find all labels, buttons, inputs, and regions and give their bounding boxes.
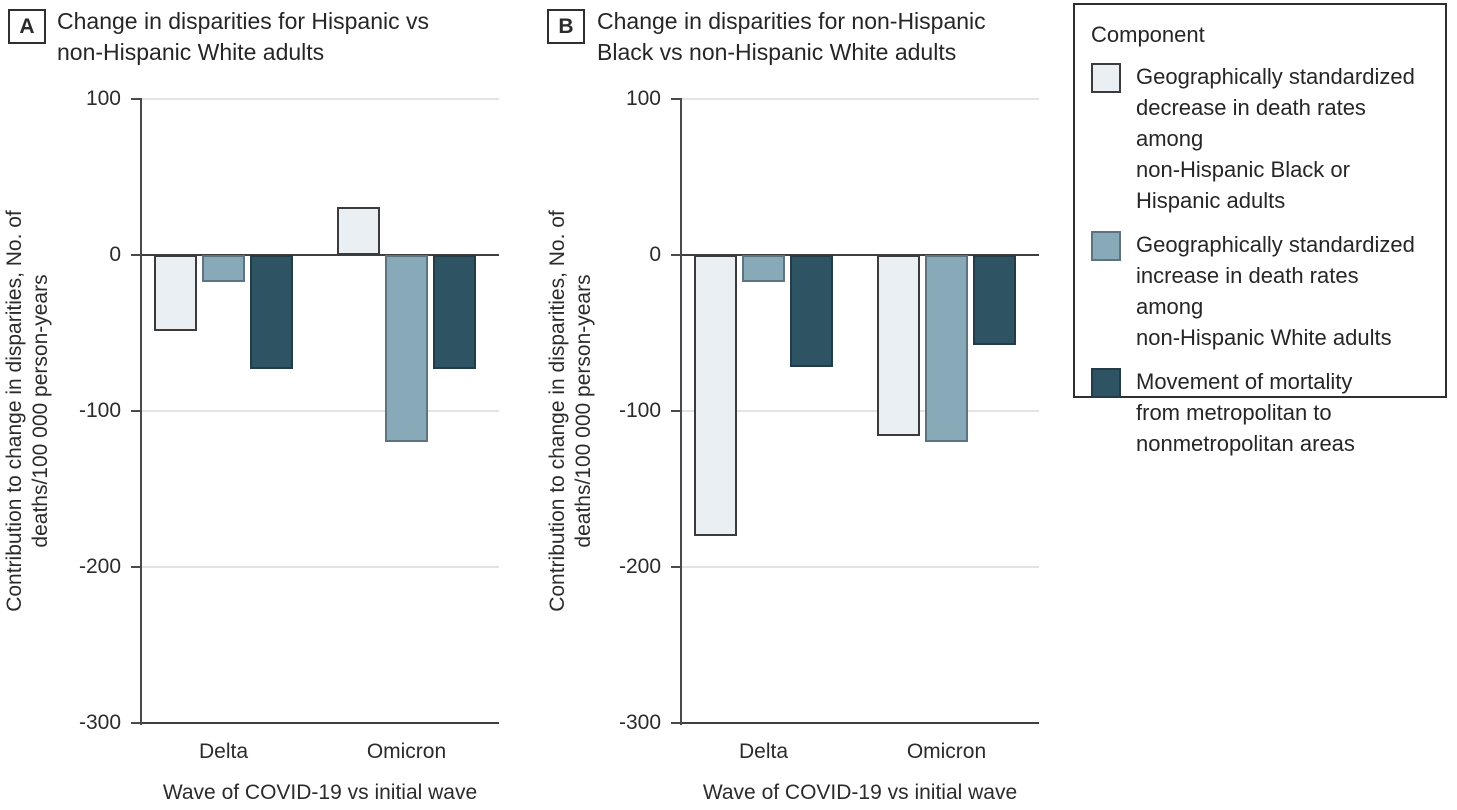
panel-b-gridline--200 — [682, 566, 1039, 568]
panel-b-gridline-100 — [682, 98, 1039, 100]
panel-b-category-label-delta: Delta — [738, 740, 789, 763]
panel-a-gridline-100 — [142, 98, 499, 100]
bar-a-delta-dark — [250, 255, 293, 369]
panel-b-title: Change in disparities for non-Hispanic B… — [597, 6, 986, 68]
bar-b-delta-medium — [742, 255, 785, 282]
panel-b-title-line1: Change in disparities for non-Hispanic — [597, 8, 986, 34]
legend-line: increase in death rates among — [1136, 263, 1359, 319]
legend-swatch-dark — [1091, 368, 1121, 398]
panel-b-y-axis-title-line2: deaths/100 000 person-years — [572, 274, 595, 548]
bar-b-omicron-medium — [925, 255, 968, 443]
bar-a-omicron-light — [337, 206, 380, 255]
legend-line: decrease in death rates among — [1136, 95, 1366, 151]
legend-line: from metropolitan to — [1136, 400, 1332, 425]
panel-b-x-axis-title: Wave of COVID-19 vs initial wave — [702, 781, 1018, 804]
panel-a-y-tick-100 — [131, 98, 142, 100]
legend-line: Movement of mortality — [1136, 369, 1353, 394]
bar-b-omicron-dark — [973, 255, 1016, 346]
panel-a-y-axis-title-line2: deaths/100 000 person-years — [29, 274, 52, 548]
bar-b-delta-dark — [790, 255, 833, 368]
panel-a-y-tick-label--200: -200 — [78, 555, 121, 578]
panel-b-category-label-omicron: Omicron — [906, 740, 987, 763]
legend-item-decrease-label: Geographically standardized decrease in … — [1136, 61, 1431, 216]
panel-a-zero-line — [142, 254, 499, 256]
bar-a-omicron-dark — [433, 255, 476, 369]
bar-b-delta-light — [694, 255, 737, 536]
panel-b-y-tick--100 — [671, 410, 682, 412]
bar-a-delta-medium — [202, 255, 245, 282]
panel-a-x-axis-title: Wave of COVID-19 vs initial wave — [162, 781, 478, 804]
panel-a-y-tick-label--100: -100 — [78, 399, 121, 422]
panel-a-y-tick-label-0: 0 — [109, 243, 121, 266]
panel-b-y-tick--200 — [671, 566, 682, 568]
panel-b-y-tick--300 — [671, 722, 682, 724]
panel-a-y-tick-label-100: 100 — [85, 87, 121, 110]
bar-a-omicron-medium — [385, 255, 428, 443]
panel-b-y-tick-label-0: 0 — [649, 243, 661, 266]
panel-a-title-line1: Change in disparities for Hispanic vs — [57, 8, 430, 34]
panel-a-category-label-omicron: Omicron — [366, 740, 447, 763]
panel-b-plot: 100 0 -100 -200 -300 Delta Omicron — [619, 87, 1039, 763]
panel-b-x-axis-line — [682, 722, 1039, 724]
panel-a-y-tick-0 — [131, 254, 142, 256]
panel-b-y-tick-label--200: -200 — [618, 555, 661, 578]
legend-item-increase-label: Geographically standardized increase in … — [1136, 229, 1431, 353]
legend-line: non-Hispanic Black or — [1136, 157, 1350, 182]
panel-a-y-tick-label--300: -300 — [78, 711, 121, 734]
panel-b-y-axis-title-line1: Contribution to change in disparities, N… — [546, 210, 569, 612]
legend-item-increase: Geographically standardized increase in … — [1089, 229, 1431, 353]
panel-b-y-axis-title: Contribution to change in disparities, N… — [545, 99, 599, 723]
panel-a-x-axis-line — [142, 722, 499, 724]
legend-line: nonmetropolitan areas — [1136, 431, 1355, 456]
legend-swatch-light — [1091, 63, 1121, 93]
legend-title: Component — [1091, 22, 1205, 47]
panel-b-y-tick-label--300: -300 — [618, 711, 661, 734]
panel-b-zero-line — [682, 254, 1039, 256]
panel-b-y-tick-0 — [671, 254, 682, 256]
bar-a-delta-light — [154, 255, 197, 332]
panel-a-y-tick--200 — [131, 566, 142, 568]
panel-a-category-label-delta: Delta — [198, 740, 249, 763]
panel-a-y-axis-title-line1: Contribution to change in disparities, N… — [3, 210, 26, 612]
legend-line: Geographically standardized — [1136, 232, 1415, 257]
panel-b-y-tick-100 — [671, 98, 682, 100]
panel-a-title-line2: non-Hispanic White adults — [57, 39, 325, 65]
panel-a-y-axis-line — [140, 99, 142, 725]
panel-a-y-axis-title: Contribution to change in disparities, N… — [2, 99, 56, 723]
panel-a-y-tick--300 — [131, 722, 142, 724]
panel-a-title: Change in disparities for Hispanic vs no… — [57, 6, 429, 68]
panel-a-y-tick--100 — [131, 410, 142, 412]
legend-swatch-medium — [1091, 231, 1121, 261]
panel-a-gridline--200 — [142, 566, 499, 568]
panel-b-y-tick-label--100: -100 — [618, 399, 661, 422]
legend-line: Geographically standardized — [1136, 64, 1415, 89]
bar-b-omicron-light — [877, 255, 920, 436]
legend-line: non-Hispanic White adults — [1136, 325, 1392, 350]
legend-line: Hispanic adults — [1136, 188, 1286, 213]
panel-a-gridline--100 — [142, 410, 499, 412]
panel-b-label: B — [547, 9, 585, 44]
legend-item-decrease: Geographically standardized decrease in … — [1089, 61, 1431, 216]
panel-b-y-tick-label-100: 100 — [625, 87, 661, 110]
panel-a-label: A — [8, 9, 46, 44]
panel-a-plot: 100 0 -100 -200 -300 Delta Omicron — [79, 87, 499, 763]
panel-b-y-axis-line — [680, 99, 682, 725]
legend-item-movement: Movement of mortality from metropolitan … — [1089, 366, 1431, 459]
panel-b-gridline--100 — [682, 410, 1039, 412]
legend-item-movement-label: Movement of mortality from metropolitan … — [1136, 366, 1355, 459]
panel-b-title-line2: Black vs non-Hispanic White adults — [597, 39, 957, 65]
legend: Component Geographically standardized de… — [1073, 3, 1447, 456]
